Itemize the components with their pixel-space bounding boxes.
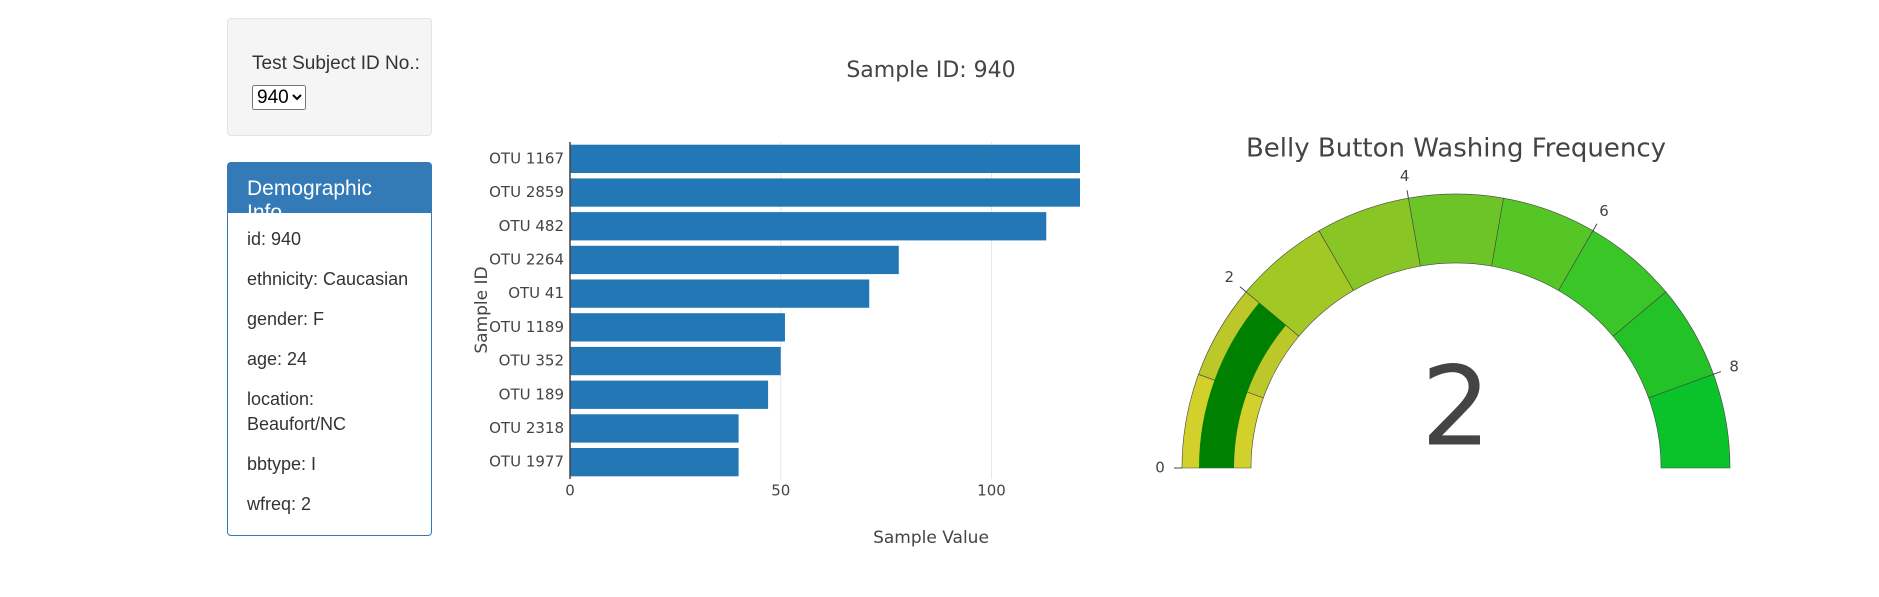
gauge-step (1648, 373, 1731, 469)
bar (570, 447, 739, 477)
selector-panel: Test Subject ID No.: 940 (227, 18, 432, 136)
gauge-value: 2 (1421, 342, 1491, 470)
gauge-value-bar (1199, 302, 1286, 468)
demographic-item: gender: F (247, 309, 325, 329)
gauge-tick (1592, 223, 1598, 231)
y-tick-label: OTU 352 (499, 352, 564, 370)
gauge-tick (1239, 286, 1247, 293)
y-tick-label: OTU 1977 (489, 453, 564, 471)
bar (570, 245, 899, 275)
bar (570, 346, 781, 376)
gauge-tick-label: 6 (1599, 202, 1609, 220)
demographic-item: id: 940 (247, 229, 302, 249)
demographic-list: id: 940 ethnicity: Caucasian gender: F age:… (228, 213, 431, 546)
bar (570, 414, 739, 443)
x-tick-label: 100 (977, 482, 1006, 500)
selector-label: Test Subject ID No.: (252, 53, 420, 74)
demographic-item: wfreq: 2 (247, 494, 312, 514)
demographic-item: ethnicity: Caucasian (247, 269, 409, 289)
gauge-tick-label: 8 (1729, 357, 1739, 375)
chart-title: Sample ID: 940 (846, 58, 1015, 83)
x-axis-title: Sample Value (873, 528, 989, 548)
y-tick-label: OTU 2318 (489, 419, 564, 437)
gauge-step (1408, 193, 1504, 267)
gauge-tick (1713, 371, 1722, 375)
y-axis-title: Sample ID (472, 266, 492, 353)
y-tick-label: OTU 2859 (489, 183, 564, 201)
gauge-tick-label: 2 (1224, 268, 1234, 286)
demographic-title: Demographic Info (228, 163, 431, 224)
y-tick-label: OTU 1189 (489, 318, 564, 336)
demographic-item: bbtype: I (247, 454, 317, 474)
gauge-tick (1406, 190, 1409, 199)
subject-select[interactable]: 940 (252, 85, 306, 110)
bar (570, 279, 870, 308)
bar (570, 380, 769, 409)
gauge-tick-label: 4 (1400, 167, 1410, 185)
bar (570, 212, 1047, 241)
demographic-panel: Demographic Info id: 940 ethnicity: Cauca… (227, 162, 432, 536)
bar (570, 313, 785, 342)
y-tick-label: OTU 189 (499, 385, 564, 403)
bar (570, 178, 1080, 207)
y-tick-label: OTU 1167 (489, 149, 564, 167)
bar (570, 144, 1080, 174)
gauge-tick-label: 0 (1155, 459, 1165, 477)
demographic-item: location: Beaufort/NC (247, 389, 347, 434)
y-tick-label: OTU 2264 (489, 250, 564, 268)
y-tick-label: OTU 41 (508, 284, 564, 302)
x-tick-label: 0 (565, 482, 575, 500)
gauge-title: Belly Button Washing Frequency (1246, 134, 1666, 164)
y-tick-label: OTU 482 (499, 217, 564, 235)
x-tick-label: 50 (771, 482, 790, 500)
demographic-item: age: 24 (247, 349, 308, 369)
